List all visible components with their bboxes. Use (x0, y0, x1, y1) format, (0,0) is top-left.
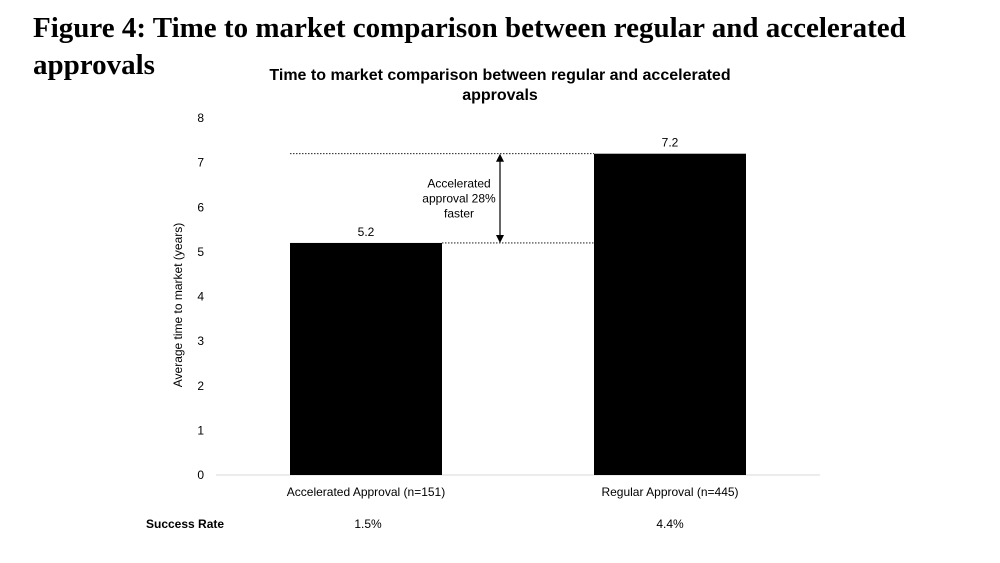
figure-title-line-1: Figure 4: Time to market comparison betw… (33, 12, 906, 44)
figure-title: Figure 4: Time to market comparison betw… (33, 10, 973, 84)
y-tick-label: 5 (197, 245, 204, 259)
chart-title-line-2: approvals (462, 87, 538, 104)
success-rate-regular: 4.4% (656, 517, 684, 531)
annotation-text-line: approval 28% (422, 191, 496, 205)
chart-title: Time to market comparison between regula… (240, 66, 760, 106)
success-rate-label: Success Rate (146, 517, 225, 531)
y-axis-label: Average time to market (years) (171, 223, 185, 388)
x-tick-label: Regular Approval (n=445) (601, 485, 738, 499)
bar (594, 153, 746, 475)
y-tick-label: 1 (197, 423, 204, 437)
annotation-text-line: faster (444, 206, 474, 220)
success-rate-accelerated: 1.5% (354, 517, 382, 531)
y-tick-label: 0 (197, 468, 204, 482)
y-tick-label: 6 (197, 200, 204, 214)
arrow-head-down-icon (496, 234, 504, 243)
x-tick-label: Accelerated Approval (n=151) (287, 485, 445, 499)
annotation-text-line: Accelerated (427, 176, 490, 190)
data-label: 5.2 (358, 225, 375, 239)
y-tick-label: 2 (197, 379, 204, 393)
chart-title-line-1: Time to market comparison between regula… (269, 67, 731, 84)
y-tick-label: 7 (197, 156, 204, 170)
y-tick-label: 3 (197, 334, 204, 348)
y-tick-label: 4 (197, 290, 204, 304)
y-tick-label: 8 (197, 111, 204, 125)
figure-title-line-2: approvals (33, 49, 155, 81)
bar (290, 242, 442, 475)
data-label: 7.2 (662, 136, 679, 150)
arrow-head-up-icon (496, 153, 504, 162)
